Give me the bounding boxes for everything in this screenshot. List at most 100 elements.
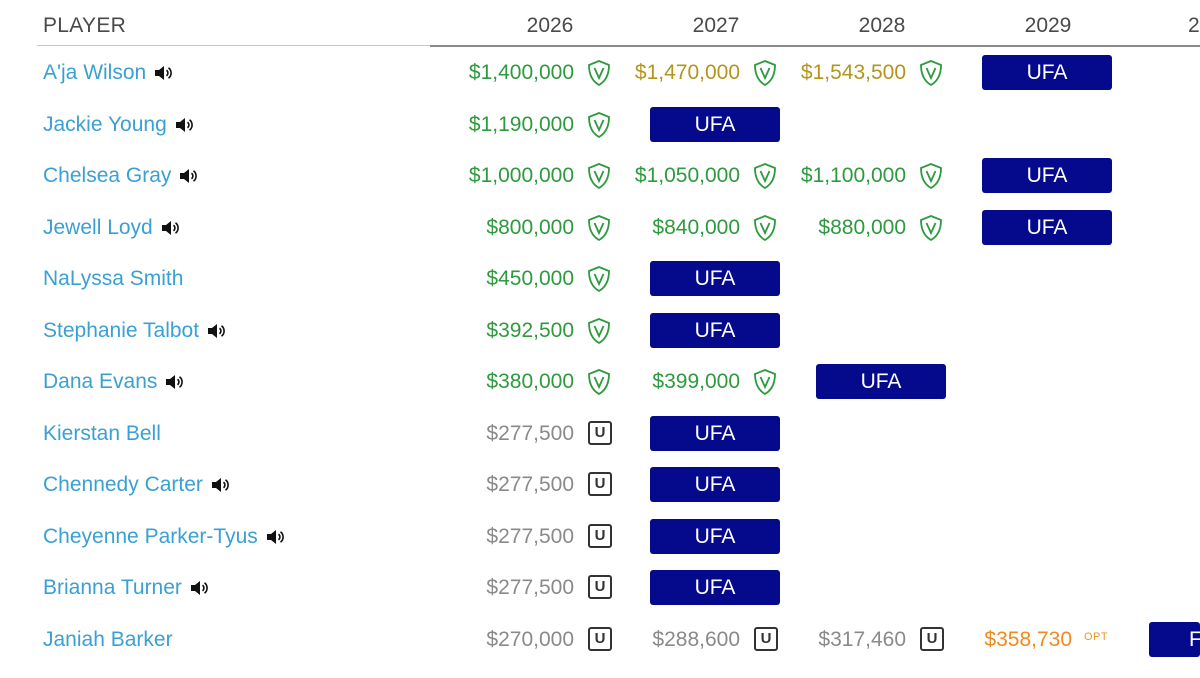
ufa-status-button[interactable]: F bbox=[1149, 621, 1200, 657]
player-name[interactable]: Janiah Barker bbox=[43, 627, 173, 651]
pronunciation-speaker-icon[interactable] bbox=[210, 476, 230, 494]
salary-amount: $1,470,000 bbox=[634, 61, 740, 84]
table-row: Jackie Young $1,190,000 UFA bbox=[0, 99, 1200, 150]
salary-amount: $450,000 bbox=[486, 267, 574, 290]
table-row: Chennedy Carter $277,500 U UFA bbox=[0, 459, 1200, 510]
salary-amount: $270,000 bbox=[486, 627, 574, 651]
guaranteed-shield-icon bbox=[752, 368, 778, 396]
player-name-link[interactable]: Cheyenne Parker-Tyus bbox=[43, 525, 285, 549]
year-header-2028: 2028 bbox=[858, 14, 906, 37]
guaranteed-shield-icon bbox=[586, 162, 612, 190]
salary-amount: $358,730 bbox=[984, 627, 1072, 651]
pronunciation-speaker-icon[interactable] bbox=[265, 528, 285, 546]
salary-amount: $277,500 bbox=[486, 524, 574, 548]
pronunciation-speaker-icon[interactable] bbox=[174, 116, 194, 134]
salary-amount: $277,500 bbox=[486, 576, 574, 599]
pronunciation-speaker-icon[interactable] bbox=[164, 373, 184, 391]
guaranteed-shield-icon bbox=[918, 162, 944, 190]
salary-amount: $1,543,500 bbox=[800, 61, 906, 84]
ufa-status-button[interactable]: UFA bbox=[650, 570, 780, 605]
table-row: Dana Evans $380,000 $399,000 UFA bbox=[0, 356, 1200, 407]
salary-amount: $288,600 bbox=[652, 627, 740, 651]
player-name[interactable]: Jewell Loyd bbox=[43, 215, 153, 239]
player-name[interactable]: Dana Evans bbox=[43, 370, 158, 393]
player-name[interactable]: Stephanie Talbot bbox=[43, 318, 200, 342]
player-name-link[interactable]: NaLyssa Smith bbox=[43, 267, 183, 291]
pronunciation-speaker-icon[interactable] bbox=[160, 219, 180, 237]
unguaranteed-badge-icon: U bbox=[588, 626, 612, 651]
ufa-status-button[interactable]: UFA bbox=[982, 55, 1112, 90]
salary-amount: $1,400,000 bbox=[468, 61, 574, 84]
unguaranteed-badge-icon: U bbox=[588, 472, 612, 496]
guaranteed-shield-icon bbox=[586, 265, 612, 293]
player-name-link[interactable]: Dana Evans bbox=[43, 370, 184, 394]
player-name[interactable]: Jackie Young bbox=[43, 112, 167, 136]
player-name-link[interactable]: Kierstan Bell bbox=[43, 422, 161, 446]
guaranteed-shield-icon bbox=[586, 59, 612, 87]
player-name-link[interactable]: Brianna Turner bbox=[43, 576, 209, 600]
table-row: Stephanie Talbot $392,500 UFA bbox=[0, 305, 1200, 356]
guaranteed-shield-icon bbox=[918, 59, 944, 87]
table-row: Cheyenne Parker-Tyus $277,500 U UFA bbox=[0, 511, 1200, 562]
guaranteed-shield-icon bbox=[752, 59, 778, 87]
year-header-2029: 2029 bbox=[1024, 14, 1072, 37]
salary-amount: $399,000 bbox=[652, 370, 740, 393]
guaranteed-shield-icon bbox=[586, 214, 612, 242]
player-name[interactable]: Cheyenne Parker-Tyus bbox=[43, 524, 258, 548]
guaranteed-shield-icon bbox=[586, 317, 612, 345]
ufa-status-button[interactable]: UFA bbox=[650, 261, 780, 296]
salary-amount: $880,000 bbox=[818, 215, 906, 239]
guaranteed-shield-icon bbox=[918, 214, 944, 242]
ufa-status-button[interactable]: UFA bbox=[816, 364, 946, 399]
player-name[interactable]: Chelsea Gray bbox=[43, 164, 172, 187]
player-name-link[interactable]: Chennedy Carter bbox=[43, 473, 230, 497]
salary-amount: $277,500 bbox=[486, 421, 574, 445]
pronunciation-speaker-icon[interactable] bbox=[153, 64, 173, 82]
guaranteed-shield-icon bbox=[752, 214, 778, 242]
salary-amount: $1,100,000 bbox=[800, 164, 906, 187]
table-row: Brianna Turner $277,500 U UFA bbox=[0, 562, 1200, 613]
player-name[interactable]: Kierstan Bell bbox=[43, 421, 161, 445]
table-row: A'ja Wilson $1,400,000 $1,470,000 $1,543,50… bbox=[0, 47, 1200, 98]
player-name-link[interactable]: Jewell Loyd bbox=[43, 216, 180, 240]
salary-amount: $1,000,000 bbox=[468, 164, 574, 187]
table-row: Janiah Barker $270,000 U $288,600 U $317,460 U… bbox=[0, 614, 1200, 665]
salary-amount: $1,050,000 bbox=[634, 164, 740, 187]
ufa-status-button[interactable]: UFA bbox=[650, 312, 780, 348]
player-column-header[interactable]: PLAYER bbox=[43, 14, 127, 37]
ufa-status-button[interactable]: UFA bbox=[982, 209, 1112, 245]
ufa-status-button[interactable]: UFA bbox=[650, 518, 780, 554]
salary-amount: $1,190,000 bbox=[468, 112, 574, 136]
player-name-link[interactable]: A'ja Wilson bbox=[43, 61, 173, 85]
guaranteed-shield-icon bbox=[586, 368, 612, 396]
ufa-status-button[interactable]: UFA bbox=[650, 467, 780, 502]
salary-amount: $277,500 bbox=[486, 473, 574, 496]
unguaranteed-badge-icon: U bbox=[920, 626, 944, 651]
ufa-status-button[interactable]: UFA bbox=[982, 158, 1112, 193]
guaranteed-shield-icon bbox=[752, 162, 778, 190]
unguaranteed-badge-icon: U bbox=[588, 523, 612, 548]
player-name[interactable]: NaLyssa Smith bbox=[43, 267, 184, 290]
pronunciation-speaker-icon[interactable] bbox=[206, 322, 226, 340]
player-name-link[interactable]: Janiah Barker bbox=[43, 628, 173, 652]
player-name[interactable]: A'ja Wilson bbox=[43, 61, 147, 84]
table-row: NaLyssa Smith $450,000 UFA bbox=[0, 253, 1200, 304]
salary-amount: $840,000 bbox=[652, 215, 740, 239]
year-header-2027: 2027 bbox=[692, 14, 740, 37]
salary-amount: $392,500 bbox=[486, 318, 574, 342]
pronunciation-speaker-icon[interactable] bbox=[189, 579, 209, 597]
table-row: Kierstan Bell $277,500 U UFA bbox=[0, 408, 1200, 459]
year-header-2026: 2026 bbox=[526, 14, 574, 37]
table-row: Chelsea Gray $1,000,000 $1,050,000 $1,100,0… bbox=[0, 150, 1200, 201]
guaranteed-shield-icon bbox=[586, 111, 612, 139]
option-badge: OPT bbox=[1084, 630, 1109, 643]
player-name[interactable]: Chennedy Carter bbox=[43, 473, 203, 496]
player-name-link[interactable]: Jackie Young bbox=[43, 113, 194, 137]
player-name[interactable]: Brianna Turner bbox=[43, 576, 182, 599]
salary-amount: $380,000 bbox=[486, 370, 574, 393]
ufa-status-button[interactable]: UFA bbox=[650, 415, 780, 451]
ufa-status-button[interactable]: UFA bbox=[650, 106, 780, 142]
pronunciation-speaker-icon[interactable] bbox=[178, 167, 198, 185]
player-name-link[interactable]: Chelsea Gray bbox=[43, 164, 198, 188]
player-name-link[interactable]: Stephanie Talbot bbox=[43, 319, 226, 343]
